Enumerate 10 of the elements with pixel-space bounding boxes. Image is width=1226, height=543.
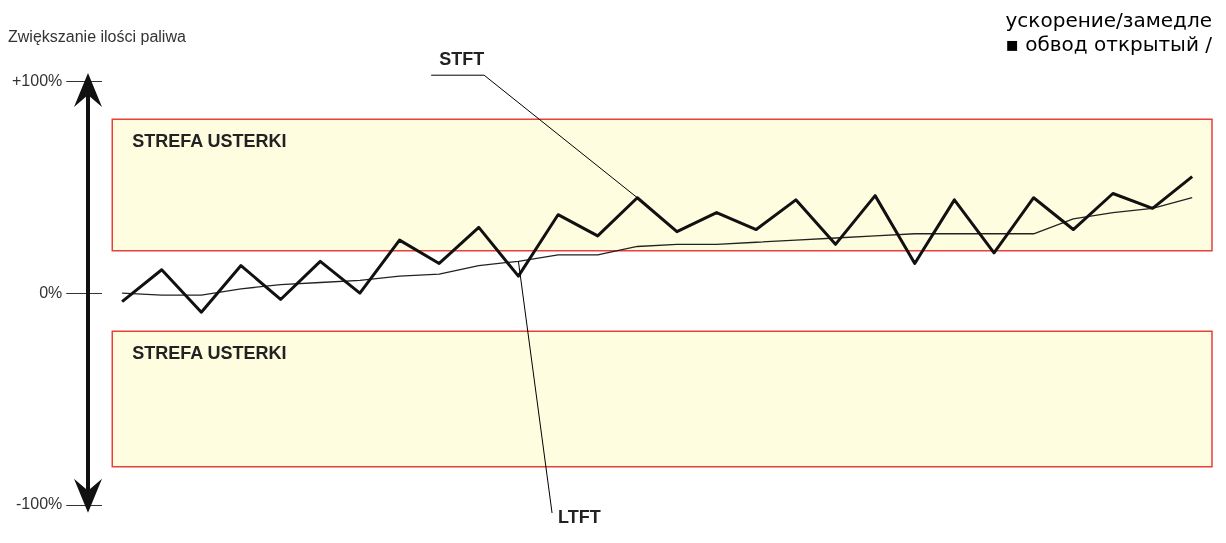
y-tick-label: +100% (12, 71, 63, 89)
text: ускорение/замедле (1005, 8, 1212, 33)
band-label: STREFA USTERKI (132, 343, 287, 364)
text: ▪ обвод открытый / (1005, 32, 1213, 57)
chart-title: Zwiększanie ilości paliwa (8, 28, 186, 46)
band-label: STREFA USTERKI (132, 131, 287, 152)
y-tick-label: 0% (39, 283, 63, 301)
y-tick-label: -100% (16, 495, 63, 513)
text: STFT (439, 49, 485, 70)
text: LTFT (558, 506, 601, 527)
